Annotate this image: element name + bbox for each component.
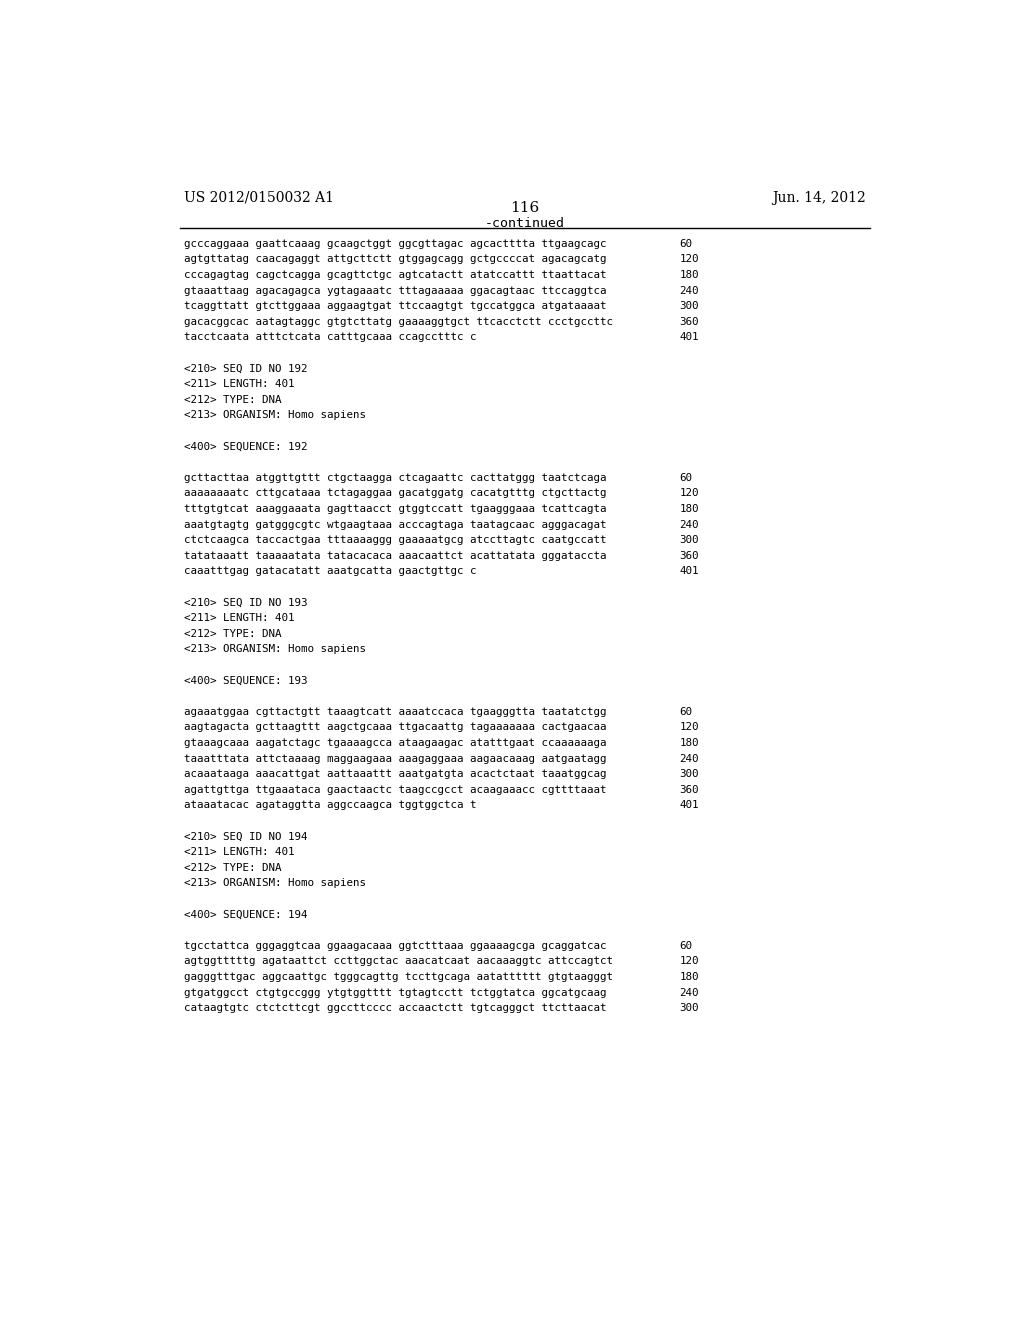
Text: agtgttatag caacagaggt attgcttctt gtggagcagg gctgccccat agacagcatg: agtgttatag caacagaggt attgcttctt gtggagc… — [183, 255, 606, 264]
Text: ataaatacac agataggtta aggccaagca tggtggctca t: ataaatacac agataggtta aggccaagca tggtggc… — [183, 800, 476, 810]
Text: gcttacttaa atggttgttt ctgctaagga ctcagaattc cacttatggg taatctcaga: gcttacttaa atggttgttt ctgctaagga ctcagaa… — [183, 473, 606, 483]
Text: tacctcaata atttctcata catttgcaaa ccagcctttc c: tacctcaata atttctcata catttgcaaa ccagcct… — [183, 333, 476, 342]
Text: <213> ORGANISM: Homo sapiens: <213> ORGANISM: Homo sapiens — [183, 644, 366, 655]
Text: 300: 300 — [680, 1003, 699, 1014]
Text: 180: 180 — [680, 972, 699, 982]
Text: 401: 401 — [680, 800, 699, 810]
Text: <400> SEQUENCE: 194: <400> SEQUENCE: 194 — [183, 909, 307, 920]
Text: tatataaatt taaaaatata tatacacaca aaacaattct acattatata gggataccta: tatataaatt taaaaatata tatacacaca aaacaat… — [183, 550, 606, 561]
Text: <211> LENGTH: 401: <211> LENGTH: 401 — [183, 847, 294, 857]
Text: cataagtgtc ctctcttcgt ggccttcccc accaactctt tgtcagggct ttcttaacat: cataagtgtc ctctcttcgt ggccttcccc accaact… — [183, 1003, 606, 1014]
Text: 240: 240 — [680, 754, 699, 763]
Text: aaatgtagtg gatgggcgtc wtgaagtaaa acccagtaga taatagcaac agggacagat: aaatgtagtg gatgggcgtc wtgaagtaaa acccagt… — [183, 520, 606, 529]
Text: 401: 401 — [680, 333, 699, 342]
Text: 120: 120 — [680, 722, 699, 733]
Text: 180: 180 — [680, 269, 699, 280]
Text: <400> SEQUENCE: 192: <400> SEQUENCE: 192 — [183, 441, 307, 451]
Text: 240: 240 — [680, 987, 699, 998]
Text: cccagagtag cagctcagga gcagttctgc agtcatactt atatccattt ttaattacat: cccagagtag cagctcagga gcagttctgc agtcata… — [183, 269, 606, 280]
Text: <213> ORGANISM: Homo sapiens: <213> ORGANISM: Homo sapiens — [183, 878, 366, 888]
Text: 240: 240 — [680, 520, 699, 529]
Text: 180: 180 — [680, 738, 699, 748]
Text: <212> TYPE: DNA: <212> TYPE: DNA — [183, 863, 281, 873]
Text: 116: 116 — [510, 201, 540, 215]
Text: gtaaagcaaa aagatctagc tgaaaagcca ataagaagac atatttgaat ccaaaaaaga: gtaaagcaaa aagatctagc tgaaaagcca ataagaa… — [183, 738, 606, 748]
Text: <211> LENGTH: 401: <211> LENGTH: 401 — [183, 379, 294, 389]
Text: ctctcaagca taccactgaa tttaaaaggg gaaaaatgcg atccttagtc caatgccatt: ctctcaagca taccactgaa tttaaaaggg gaaaaat… — [183, 535, 606, 545]
Text: US 2012/0150032 A1: US 2012/0150032 A1 — [183, 191, 334, 205]
Text: <210> SEQ ID NO 193: <210> SEQ ID NO 193 — [183, 598, 307, 607]
Text: 300: 300 — [680, 301, 699, 312]
Text: 60: 60 — [680, 473, 692, 483]
Text: 300: 300 — [680, 535, 699, 545]
Text: 60: 60 — [680, 941, 692, 950]
Text: tcaggttatt gtcttggaaa aggaagtgat ttccaagtgt tgccatggca atgataaaat: tcaggttatt gtcttggaaa aggaagtgat ttccaag… — [183, 301, 606, 312]
Text: 120: 120 — [680, 957, 699, 966]
Text: 360: 360 — [680, 550, 699, 561]
Text: agattgttga ttgaaataca gaactaactc taagccgcct acaagaaacc cgttttaaat: agattgttga ttgaaataca gaactaactc taagccg… — [183, 785, 606, 795]
Text: tttgtgtcat aaaggaaata gagttaacct gtggtccatt tgaagggaaa tcattcagta: tttgtgtcat aaaggaaata gagttaacct gtggtcc… — [183, 504, 606, 513]
Text: gacacggcac aatagtaggc gtgtcttatg gaaaaggtgct ttcacctctt ccctgccttc: gacacggcac aatagtaggc gtgtcttatg gaaaagg… — [183, 317, 612, 327]
Text: 240: 240 — [680, 285, 699, 296]
Text: <210> SEQ ID NO 192: <210> SEQ ID NO 192 — [183, 363, 307, 374]
Text: <212> TYPE: DNA: <212> TYPE: DNA — [183, 628, 281, 639]
Text: 60: 60 — [680, 239, 692, 248]
Text: <213> ORGANISM: Homo sapiens: <213> ORGANISM: Homo sapiens — [183, 411, 366, 420]
Text: acaaataaga aaacattgat aattaaattt aaatgatgta acactctaat taaatggcag: acaaataaga aaacattgat aattaaattt aaatgat… — [183, 770, 606, 779]
Text: gtgatggcct ctgtgccggg ytgtggtttt tgtagtcctt tctggtatca ggcatgcaag: gtgatggcct ctgtgccggg ytgtggtttt tgtagtc… — [183, 987, 606, 998]
Text: 300: 300 — [680, 770, 699, 779]
Text: agaaatggaa cgttactgtt taaagtcatt aaaatccaca tgaagggtta taatatctgg: agaaatggaa cgttactgtt taaagtcatt aaaatcc… — [183, 706, 606, 717]
Text: -continued: -continued — [484, 218, 565, 231]
Text: <210> SEQ ID NO 194: <210> SEQ ID NO 194 — [183, 832, 307, 842]
Text: caaatttgag gatacatatt aaatgcatta gaactgttgc c: caaatttgag gatacatatt aaatgcatta gaactgt… — [183, 566, 476, 577]
Text: aagtagacta gcttaagttt aagctgcaaa ttgacaattg tagaaaaaaa cactgaacaa: aagtagacta gcttaagttt aagctgcaaa ttgacaa… — [183, 722, 606, 733]
Text: <400> SEQUENCE: 193: <400> SEQUENCE: 193 — [183, 676, 307, 685]
Text: 120: 120 — [680, 488, 699, 499]
Text: <211> LENGTH: 401: <211> LENGTH: 401 — [183, 612, 294, 623]
Text: gcccaggaaa gaattcaaag gcaagctggt ggcgttagac agcactttta ttgaagcagc: gcccaggaaa gaattcaaag gcaagctggt ggcgtta… — [183, 239, 606, 248]
Text: taaatttata attctaaaag maggaagaaa aaagaggaaa aagaacaaag aatgaatagg: taaatttata attctaaaag maggaagaaa aaagagg… — [183, 754, 606, 763]
Text: 401: 401 — [680, 566, 699, 577]
Text: 120: 120 — [680, 255, 699, 264]
Text: aaaaaaaatc cttgcataaa tctagaggaa gacatggatg cacatgtttg ctgcttactg: aaaaaaaatc cttgcataaa tctagaggaa gacatgg… — [183, 488, 606, 499]
Text: 180: 180 — [680, 504, 699, 513]
Text: agtggtttttg agataattct ccttggctac aaacatcaat aacaaaggtc attccagtct: agtggtttttg agataattct ccttggctac aaacat… — [183, 957, 612, 966]
Text: <212> TYPE: DNA: <212> TYPE: DNA — [183, 395, 281, 405]
Text: 360: 360 — [680, 317, 699, 327]
Text: 60: 60 — [680, 706, 692, 717]
Text: gtaaattaag agacagagca ygtagaaatc tttagaaaaa ggacagtaac ttccaggtca: gtaaattaag agacagagca ygtagaaatc tttagaa… — [183, 285, 606, 296]
Text: 360: 360 — [680, 785, 699, 795]
Text: tgcctattca gggaggtcaa ggaagacaaa ggtctttaaa ggaaaagcga gcaggatcac: tgcctattca gggaggtcaa ggaagacaaa ggtcttt… — [183, 941, 606, 950]
Text: Jun. 14, 2012: Jun. 14, 2012 — [772, 191, 866, 205]
Text: gagggtttgac aggcaattgc tgggcagttg tccttgcaga aatatttttt gtgtaagggt: gagggtttgac aggcaattgc tgggcagttg tccttg… — [183, 972, 612, 982]
